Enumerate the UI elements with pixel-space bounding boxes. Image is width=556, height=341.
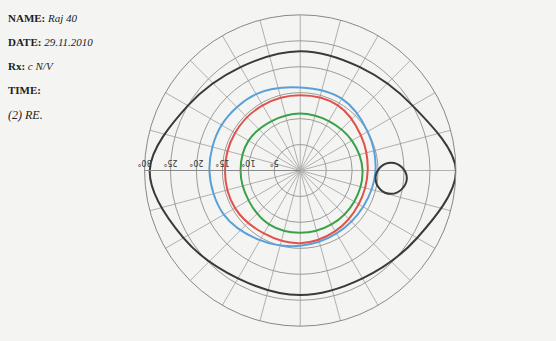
svg-text:5°: 5° bbox=[270, 158, 279, 167]
svg-text:10°: 10° bbox=[241, 158, 255, 167]
svg-text:30°: 30° bbox=[137, 158, 151, 167]
svg-text:(2) RE.: (2) RE. bbox=[8, 108, 43, 122]
svg-text:TIME:: TIME: bbox=[8, 84, 41, 96]
svg-text:15°: 15° bbox=[215, 158, 229, 167]
svg-text:25°: 25° bbox=[163, 158, 177, 167]
svg-text:NAME: Raj 40: NAME: Raj 40 bbox=[8, 12, 78, 24]
svg-text:Rx: c N/V: Rx: c N/V bbox=[8, 60, 54, 72]
svg-text:20°: 20° bbox=[189, 158, 203, 167]
svg-text:DATE: 29.11.2010: DATE: 29.11.2010 bbox=[8, 36, 93, 48]
